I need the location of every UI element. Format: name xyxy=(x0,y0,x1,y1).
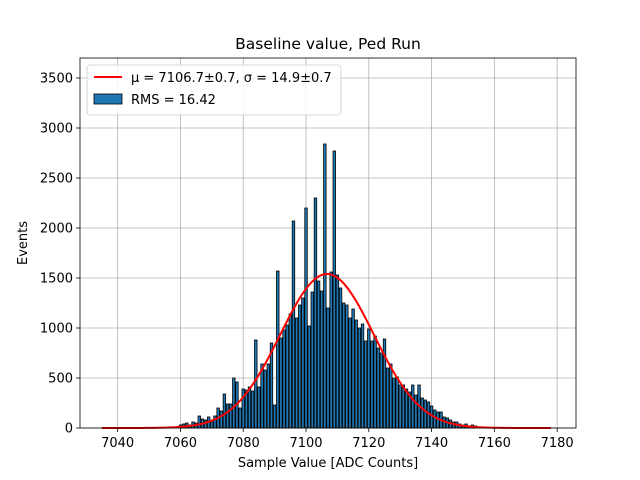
histogram-bar xyxy=(294,317,299,429)
histogram-bar xyxy=(232,377,236,429)
histogram-bar xyxy=(335,274,340,429)
histogram-bar xyxy=(225,403,230,429)
y-tick-label: 500 xyxy=(48,372,73,387)
histogram-bar xyxy=(364,340,368,429)
histogram-bar xyxy=(279,337,283,429)
legend-hist-label: RMS = 16.42 xyxy=(131,93,216,108)
histogram-bar xyxy=(238,407,242,429)
gaussian-fit-curve xyxy=(101,273,551,429)
histogram-bar xyxy=(210,421,214,429)
x-axis-ticks: 7040 7060 7080 7100 7120 7140 7160 7180 xyxy=(101,428,574,451)
histogram-bar xyxy=(266,363,271,429)
y-tick-label: 2000 xyxy=(40,222,73,237)
histogram-bar xyxy=(219,410,223,429)
histogram-bar xyxy=(332,150,336,429)
histogram-bar xyxy=(288,313,292,429)
histogram-bar xyxy=(260,363,264,429)
y-tick-label: 1000 xyxy=(40,322,73,337)
histogram-bar xyxy=(320,290,324,429)
histogram-bar xyxy=(247,386,252,429)
histogram-bar xyxy=(272,404,277,429)
legend-box xyxy=(86,64,342,116)
histogram-bar xyxy=(389,363,393,429)
histogram-bar xyxy=(310,291,314,429)
x-tick-label: 7060 xyxy=(164,436,197,451)
histogram-bar xyxy=(282,329,286,429)
histogram-bar xyxy=(360,323,365,429)
histogram-bar xyxy=(411,384,415,429)
histogram-bar xyxy=(304,207,308,429)
y-tick-label: 1500 xyxy=(40,272,73,287)
y-axis-label: Events xyxy=(16,221,31,265)
histogram-bar xyxy=(222,393,227,429)
histogram-bar xyxy=(313,197,318,429)
histogram-bars xyxy=(178,143,481,429)
y-tick-label: 3000 xyxy=(40,122,73,137)
histogram-bar xyxy=(420,397,424,429)
histogram-bar xyxy=(316,280,321,429)
histogram-bar xyxy=(398,384,402,429)
histogram-bar xyxy=(414,394,418,429)
x-tick-label: 7160 xyxy=(478,436,511,451)
x-tick-label: 7100 xyxy=(289,436,322,451)
histogram-bar xyxy=(345,304,349,429)
histogram-bar xyxy=(323,143,327,429)
histogram-bar xyxy=(285,324,289,429)
histogram-bar xyxy=(367,328,371,429)
x-tick-label: 7040 xyxy=(101,436,134,451)
y-tick-label: 3500 xyxy=(40,72,73,87)
histogram-bar xyxy=(307,325,311,429)
histogram-bar xyxy=(385,367,390,429)
histogram-bar xyxy=(351,308,355,429)
x-tick-label: 7080 xyxy=(227,436,260,451)
histogram-bar xyxy=(354,319,358,429)
histogram-bar xyxy=(291,220,296,429)
histogram-bar xyxy=(276,270,280,429)
x-tick-label: 7120 xyxy=(352,436,385,451)
histogram-bar xyxy=(257,386,261,429)
grid-lines xyxy=(80,58,576,429)
y-axis-ticks: 0 500 1000 1500 2000 2500 3000 3500 xyxy=(40,72,80,437)
histogram-bar xyxy=(197,415,201,429)
x-axis-label: Sample Value [ADC Counts] xyxy=(238,456,418,471)
x-tick-label: 7140 xyxy=(415,436,448,451)
histogram-bar xyxy=(338,287,343,429)
histogram-bar xyxy=(433,409,437,429)
histogram-bar xyxy=(326,307,330,429)
histogram-bar xyxy=(404,388,409,429)
legend: μ = 7106.7±0.7, σ = 14.9±0.7 RMS = 16.42 xyxy=(86,64,342,116)
legend-fit-label: μ = 7106.7±0.7, σ = 14.9±0.7 xyxy=(131,71,332,86)
histogram-bar xyxy=(263,369,267,429)
histogram-bar xyxy=(401,384,405,429)
histogram-bar xyxy=(251,390,255,429)
y-tick-label: 2500 xyxy=(40,172,73,187)
histogram-bar xyxy=(379,352,384,429)
histogram-bar xyxy=(395,376,399,429)
histogram-bar xyxy=(357,327,362,429)
histogram-bar xyxy=(298,304,302,429)
histogram-bar xyxy=(423,399,427,429)
plot-frame xyxy=(79,57,577,429)
histogram-bar xyxy=(376,347,380,429)
x-tick-label: 7180 xyxy=(541,436,574,451)
histogram-bar xyxy=(373,335,377,429)
legend-hist-swatch xyxy=(93,93,123,105)
histogram-bar xyxy=(392,377,396,429)
histogram-bar xyxy=(348,317,352,429)
histogram-bar xyxy=(329,271,333,429)
y-tick-label: 0 xyxy=(65,422,73,437)
chart-title: Baseline value, Ped Run xyxy=(235,35,421,53)
histogram-bar xyxy=(254,339,258,429)
histogram-bar xyxy=(370,340,374,429)
histogram-bar xyxy=(301,297,305,429)
histogram-bar xyxy=(342,302,346,429)
